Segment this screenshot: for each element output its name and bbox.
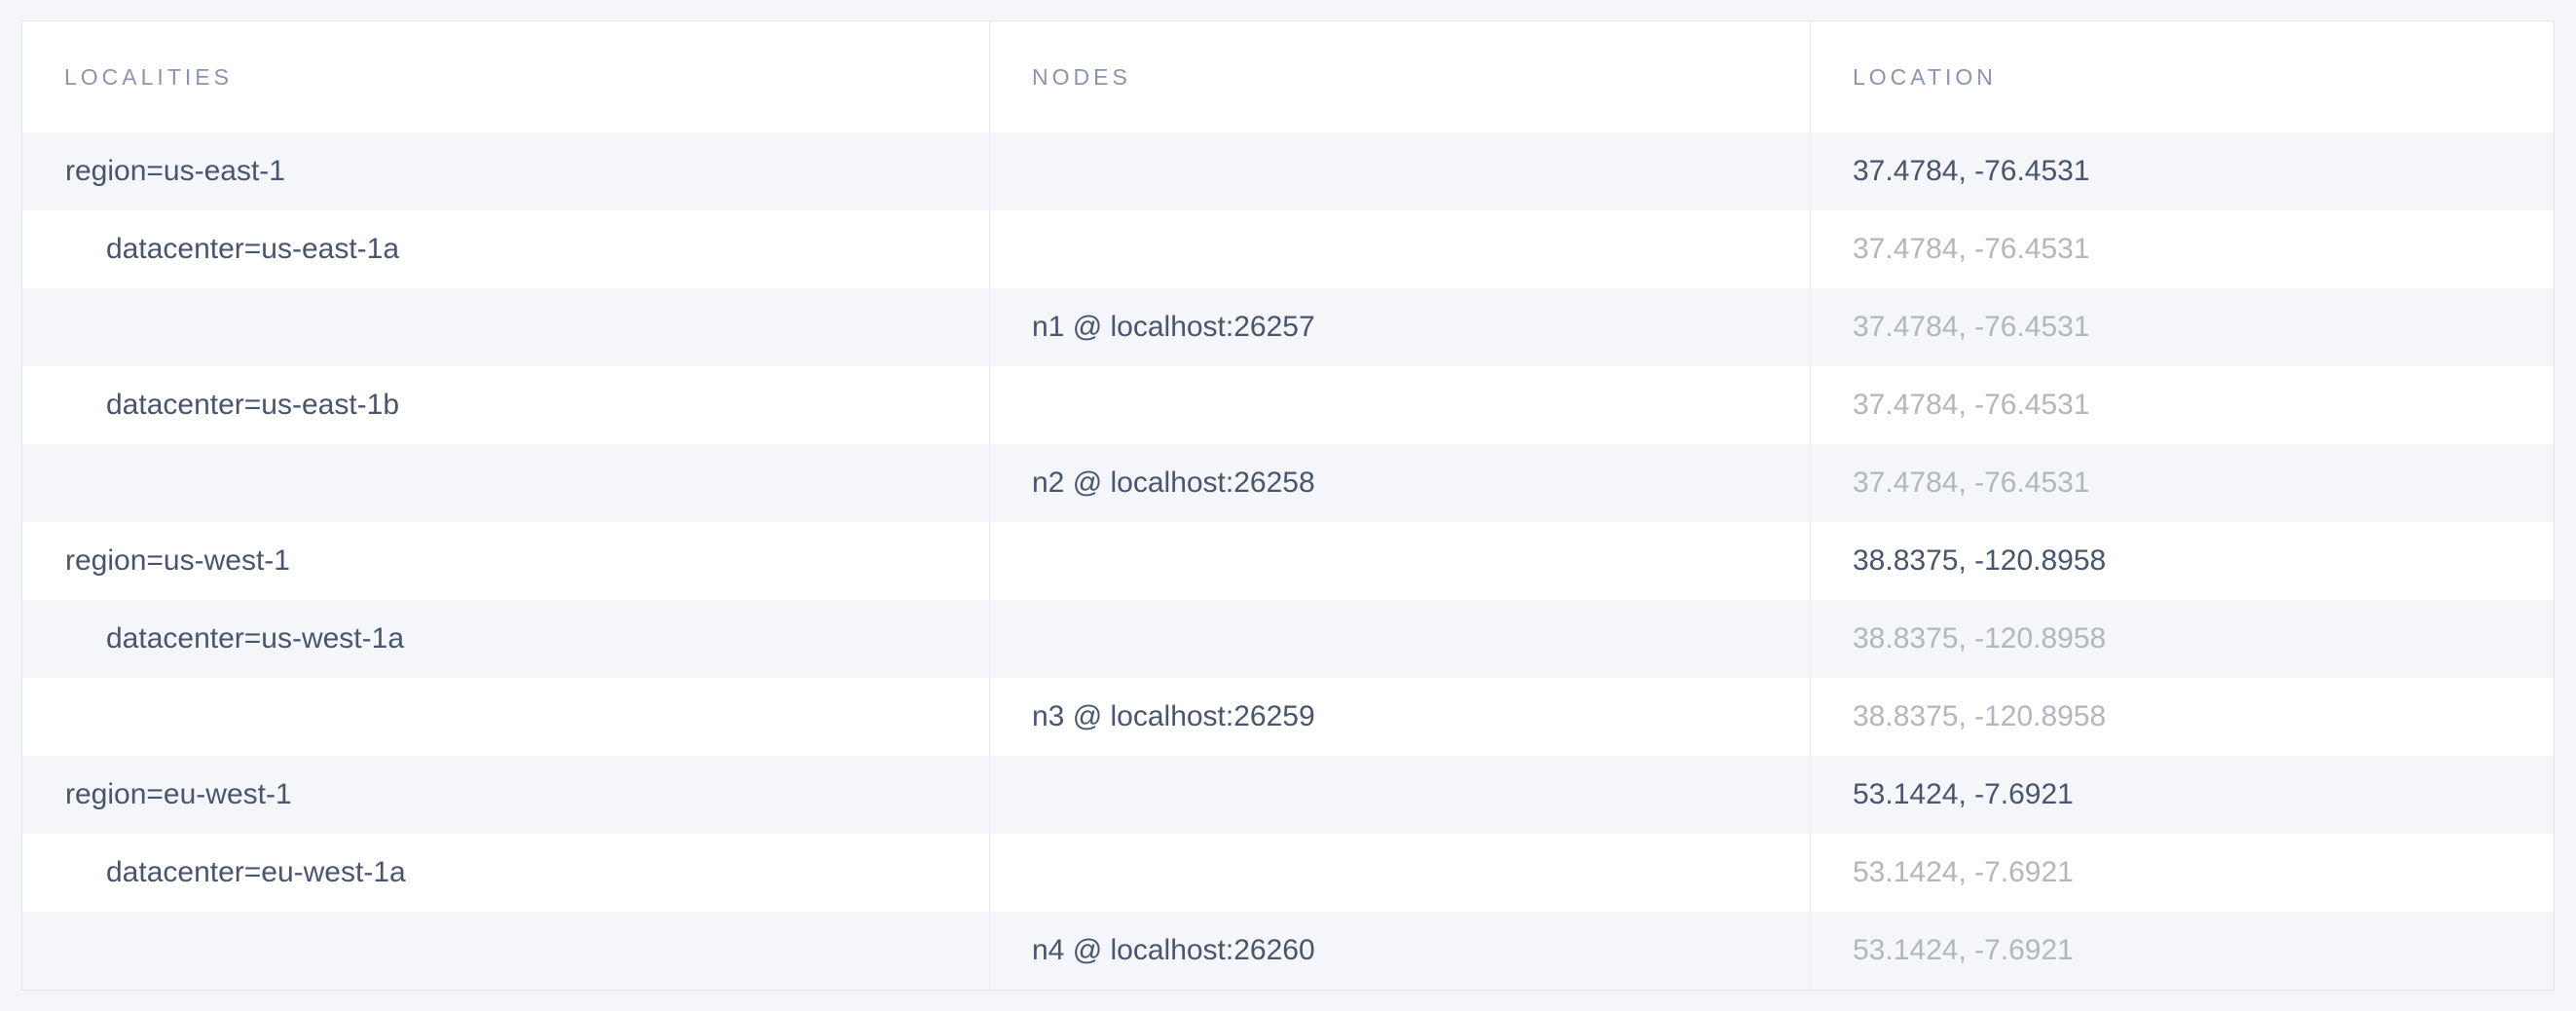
locality-cell: datacenter=us-east-1a (106, 233, 400, 265)
node-cell: n1 @ localhost:26257 (989, 288, 1810, 366)
location-cell: 37.4784, -76.4531 (1810, 132, 2554, 210)
column-header-nodes: Nodes (989, 21, 1810, 132)
table-row: n3 @ localhost:26259 38.8375, -120.8958 (22, 678, 2554, 756)
location-cell: 38.8375, -120.8958 (1810, 600, 2554, 678)
locality-cell: datacenter=us-west-1a (106, 622, 405, 655)
location-cell: 53.1424, -7.6921 (1810, 912, 2554, 990)
node-cell: n2 @ localhost:26258 (989, 444, 1810, 522)
node-cell: n3 @ localhost:26259 (989, 678, 1810, 756)
locality-cell: region=us-east-1 (65, 155, 285, 187)
node-cell (989, 834, 1810, 912)
node-cell (989, 132, 1810, 210)
table-row: region=us-east-1 37.4784, -76.4531 (22, 132, 2554, 210)
locality-cell: region=eu-west-1 (65, 778, 292, 810)
table-row: n1 @ localhost:26257 37.4784, -76.4531 (22, 288, 2554, 366)
table-row: n2 @ localhost:26258 37.4784, -76.4531 (22, 444, 2554, 522)
table-row: datacenter=us-east-1b 37.4784, -76.4531 (22, 366, 2554, 444)
node-cell (989, 210, 1810, 288)
locality-cell: datacenter=us-east-1b (106, 389, 400, 421)
locality-cell: datacenter=eu-west-1a (106, 856, 406, 888)
table-row: datacenter=eu-west-1a 53.1424, -7.6921 (22, 834, 2554, 912)
location-cell: 53.1424, -7.6921 (1810, 834, 2554, 912)
location-cell: 38.8375, -120.8958 (1810, 678, 2554, 756)
node-cell (989, 600, 1810, 678)
locality-cell (22, 678, 989, 756)
location-cell: 37.4784, -76.4531 (1810, 210, 2554, 288)
table-row: region=eu-west-1 53.1424, -7.6921 (22, 756, 2554, 834)
locality-cell: region=us-west-1 (65, 544, 290, 577)
table-row: n4 @ localhost:26260 53.1424, -7.6921 (22, 912, 2554, 990)
column-header-localities: Localities (64, 63, 233, 90)
table-row: datacenter=us-west-1a 38.8375, -120.8958 (22, 600, 2554, 678)
locality-cell (22, 444, 989, 522)
column-header-location: Location (1810, 21, 2554, 132)
table-row: datacenter=us-east-1a 37.4784, -76.4531 (22, 210, 2554, 288)
table-row: region=us-west-1 38.8375, -120.8958 (22, 522, 2554, 600)
localities-table: Localities Nodes Location region=us-east… (21, 20, 2555, 991)
location-cell: 37.4784, -76.4531 (1810, 366, 2554, 444)
node-cell (989, 756, 1810, 834)
locality-cell (22, 288, 989, 366)
location-cell: 53.1424, -7.6921 (1810, 756, 2554, 834)
node-cell (989, 366, 1810, 444)
location-cell: 37.4784, -76.4531 (1810, 288, 2554, 366)
table-header-row: Localities Nodes Location (22, 21, 2554, 132)
locality-cell (22, 912, 989, 990)
node-cell (989, 522, 1810, 600)
location-cell: 37.4784, -76.4531 (1810, 444, 2554, 522)
location-cell: 38.8375, -120.8958 (1810, 522, 2554, 600)
node-cell: n4 @ localhost:26260 (989, 912, 1810, 990)
